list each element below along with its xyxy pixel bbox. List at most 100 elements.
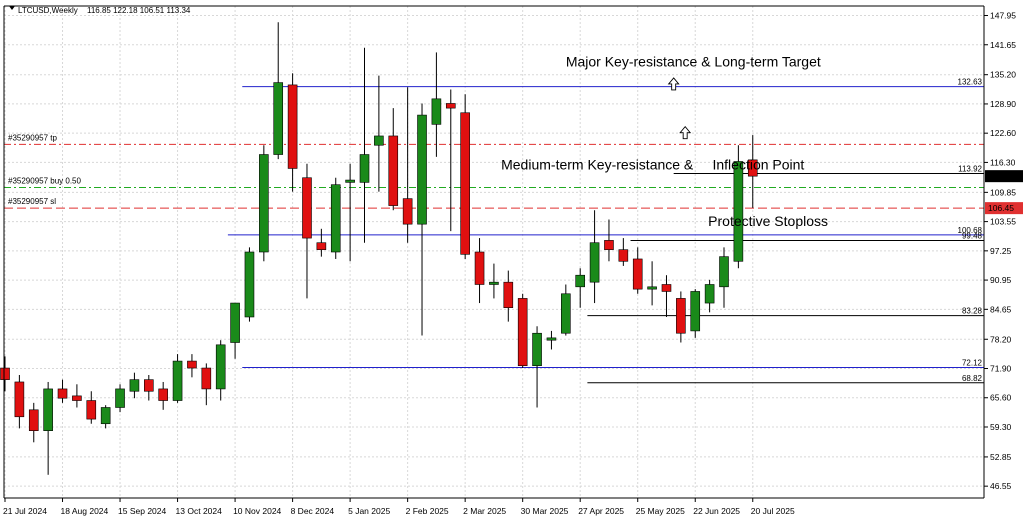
x-axis-tick-label: 15 Sep 2024: [118, 506, 166, 516]
candle-body: [402, 198, 413, 225]
candle-body: [733, 161, 744, 262]
chart-symbol: LTCUSD,Weekly: [18, 6, 78, 15]
x-axis-tick-label: 5 Jan 2025: [348, 506, 390, 516]
candle-body: [259, 154, 269, 253]
x-axis-tick-label: 18 Aug 2024: [61, 506, 109, 516]
candle-body: [374, 135, 384, 146]
chart-annotation: Protective Stoploss: [708, 213, 828, 229]
chart-annotation: Inflection Point: [712, 156, 804, 172]
candle-body: [517, 298, 528, 367]
candle-body: [431, 98, 442, 125]
y-axis-tick-label: 65.60: [990, 393, 1012, 403]
trade-level-label: #35290957 tp: [8, 133, 57, 142]
candle-body: [215, 344, 226, 390]
candle-body: [417, 114, 427, 225]
candle-body: [604, 240, 614, 250]
y-axis-tick-label: 103.55: [990, 217, 1016, 227]
candle-body: [14, 381, 25, 418]
candle-body: [230, 302, 240, 343]
candle-body: [618, 249, 629, 262]
price-badge-label: 113.34: [988, 171, 1014, 181]
candle-body: [445, 103, 456, 109]
level-value-label: 100.68: [958, 226, 983, 235]
y-axis-tick-label: 147.95: [990, 11, 1016, 21]
candle-body: [489, 281, 499, 285]
candle-body: [719, 256, 729, 288]
y-axis-tick-label: 52.85: [990, 452, 1012, 462]
y-axis-tick-label: 122.60: [990, 128, 1016, 138]
candle-body: [676, 298, 686, 334]
y-axis-tick-label: 135.20: [990, 70, 1016, 80]
x-axis-tick-label: 30 Mar 2025: [521, 506, 569, 516]
candle-body: [129, 379, 140, 392]
y-axis-tick-label: 59.30: [990, 422, 1012, 432]
candle-body: [201, 367, 212, 390]
candle-body: [589, 242, 600, 283]
trade-level-label: #35290957 buy 0.50: [8, 176, 82, 185]
y-axis-tick-label: 97.25: [990, 246, 1012, 256]
price-badge: [985, 202, 1023, 215]
candle-body: [28, 409, 39, 431]
candle-body: [172, 360, 183, 401]
candle-body: [388, 135, 399, 206]
x-axis-tick-label: 2 Mar 2025: [463, 506, 506, 516]
candle-body: [330, 184, 341, 253]
y-axis-tick-label: 71.90: [990, 364, 1012, 374]
y-axis-tick-label: 84.65: [990, 304, 1012, 314]
candle-body: [144, 379, 154, 392]
level-value-label: 72.12: [962, 358, 983, 367]
candle-body: [100, 407, 111, 425]
candle-body: [316, 242, 327, 250]
level-value-label: 99.48: [962, 231, 983, 240]
candle-body: [661, 284, 672, 292]
candle-body: [287, 84, 298, 169]
candle-body: [474, 251, 485, 285]
candle-body: [561, 293, 571, 334]
x-axis-tick-label: 8 Dec 2024: [291, 506, 335, 516]
x-axis-tick-label: 20 Jul 2025: [751, 506, 795, 516]
candle-body: [345, 179, 355, 183]
candle-body: [460, 112, 470, 255]
level-value-label: 132.63: [958, 78, 983, 87]
y-axis-tick-label: 141.65: [990, 40, 1016, 50]
candle-body: [43, 388, 53, 431]
candle-body: [115, 388, 125, 408]
price-badge-label: 106.45: [988, 203, 1014, 213]
candle-body: [302, 177, 312, 239]
price-badge: [985, 170, 1023, 183]
chart-ohlc-values: 116.85 122.18 106.51 113.34: [87, 6, 191, 15]
candle-body: [575, 274, 586, 288]
chart-annotation: Medium-term Key-resistance &: [501, 156, 694, 172]
candle-body: [546, 337, 557, 341]
x-axis-tick-label: 25 May 2025: [636, 506, 685, 516]
candle-body: [72, 395, 82, 401]
y-axis-tick-label: 128.90: [990, 99, 1016, 109]
chart-annotation: Major Key-resistance & Long-term Target: [566, 53, 821, 69]
candle-body: [503, 281, 514, 308]
candle-body: [244, 251, 255, 318]
candle-body: [273, 82, 284, 155]
x-axis-tick-label: 22 Jun 2025: [693, 506, 740, 516]
x-axis-tick-label: 10 Nov 2024: [233, 506, 281, 516]
candle-body: [57, 388, 68, 399]
candle-body: [158, 388, 168, 401]
candle-body: [704, 284, 715, 304]
candle-body: [86, 400, 97, 420]
trade-level-label: #35290957 sl: [8, 197, 56, 206]
x-axis-tick-label: 13 Oct 2024: [176, 506, 223, 516]
candle-body: [647, 286, 657, 290]
up-arrow-icon: [667, 77, 680, 91]
candle-body: [187, 360, 197, 369]
candle-body: [532, 332, 542, 367]
x-axis-tick-label: 2 Feb 2025: [406, 506, 449, 516]
x-axis-tick-label: 27 Apr 2025: [578, 506, 624, 516]
candle-body: [747, 159, 758, 177]
y-axis-tick-label: 116.30: [990, 157, 1016, 167]
y-axis-tick-label: 46.55: [990, 481, 1012, 491]
y-axis-tick-label: 90.95: [990, 275, 1012, 285]
y-axis-tick-label: 109.85: [990, 187, 1016, 197]
candle-body: [632, 258, 643, 290]
